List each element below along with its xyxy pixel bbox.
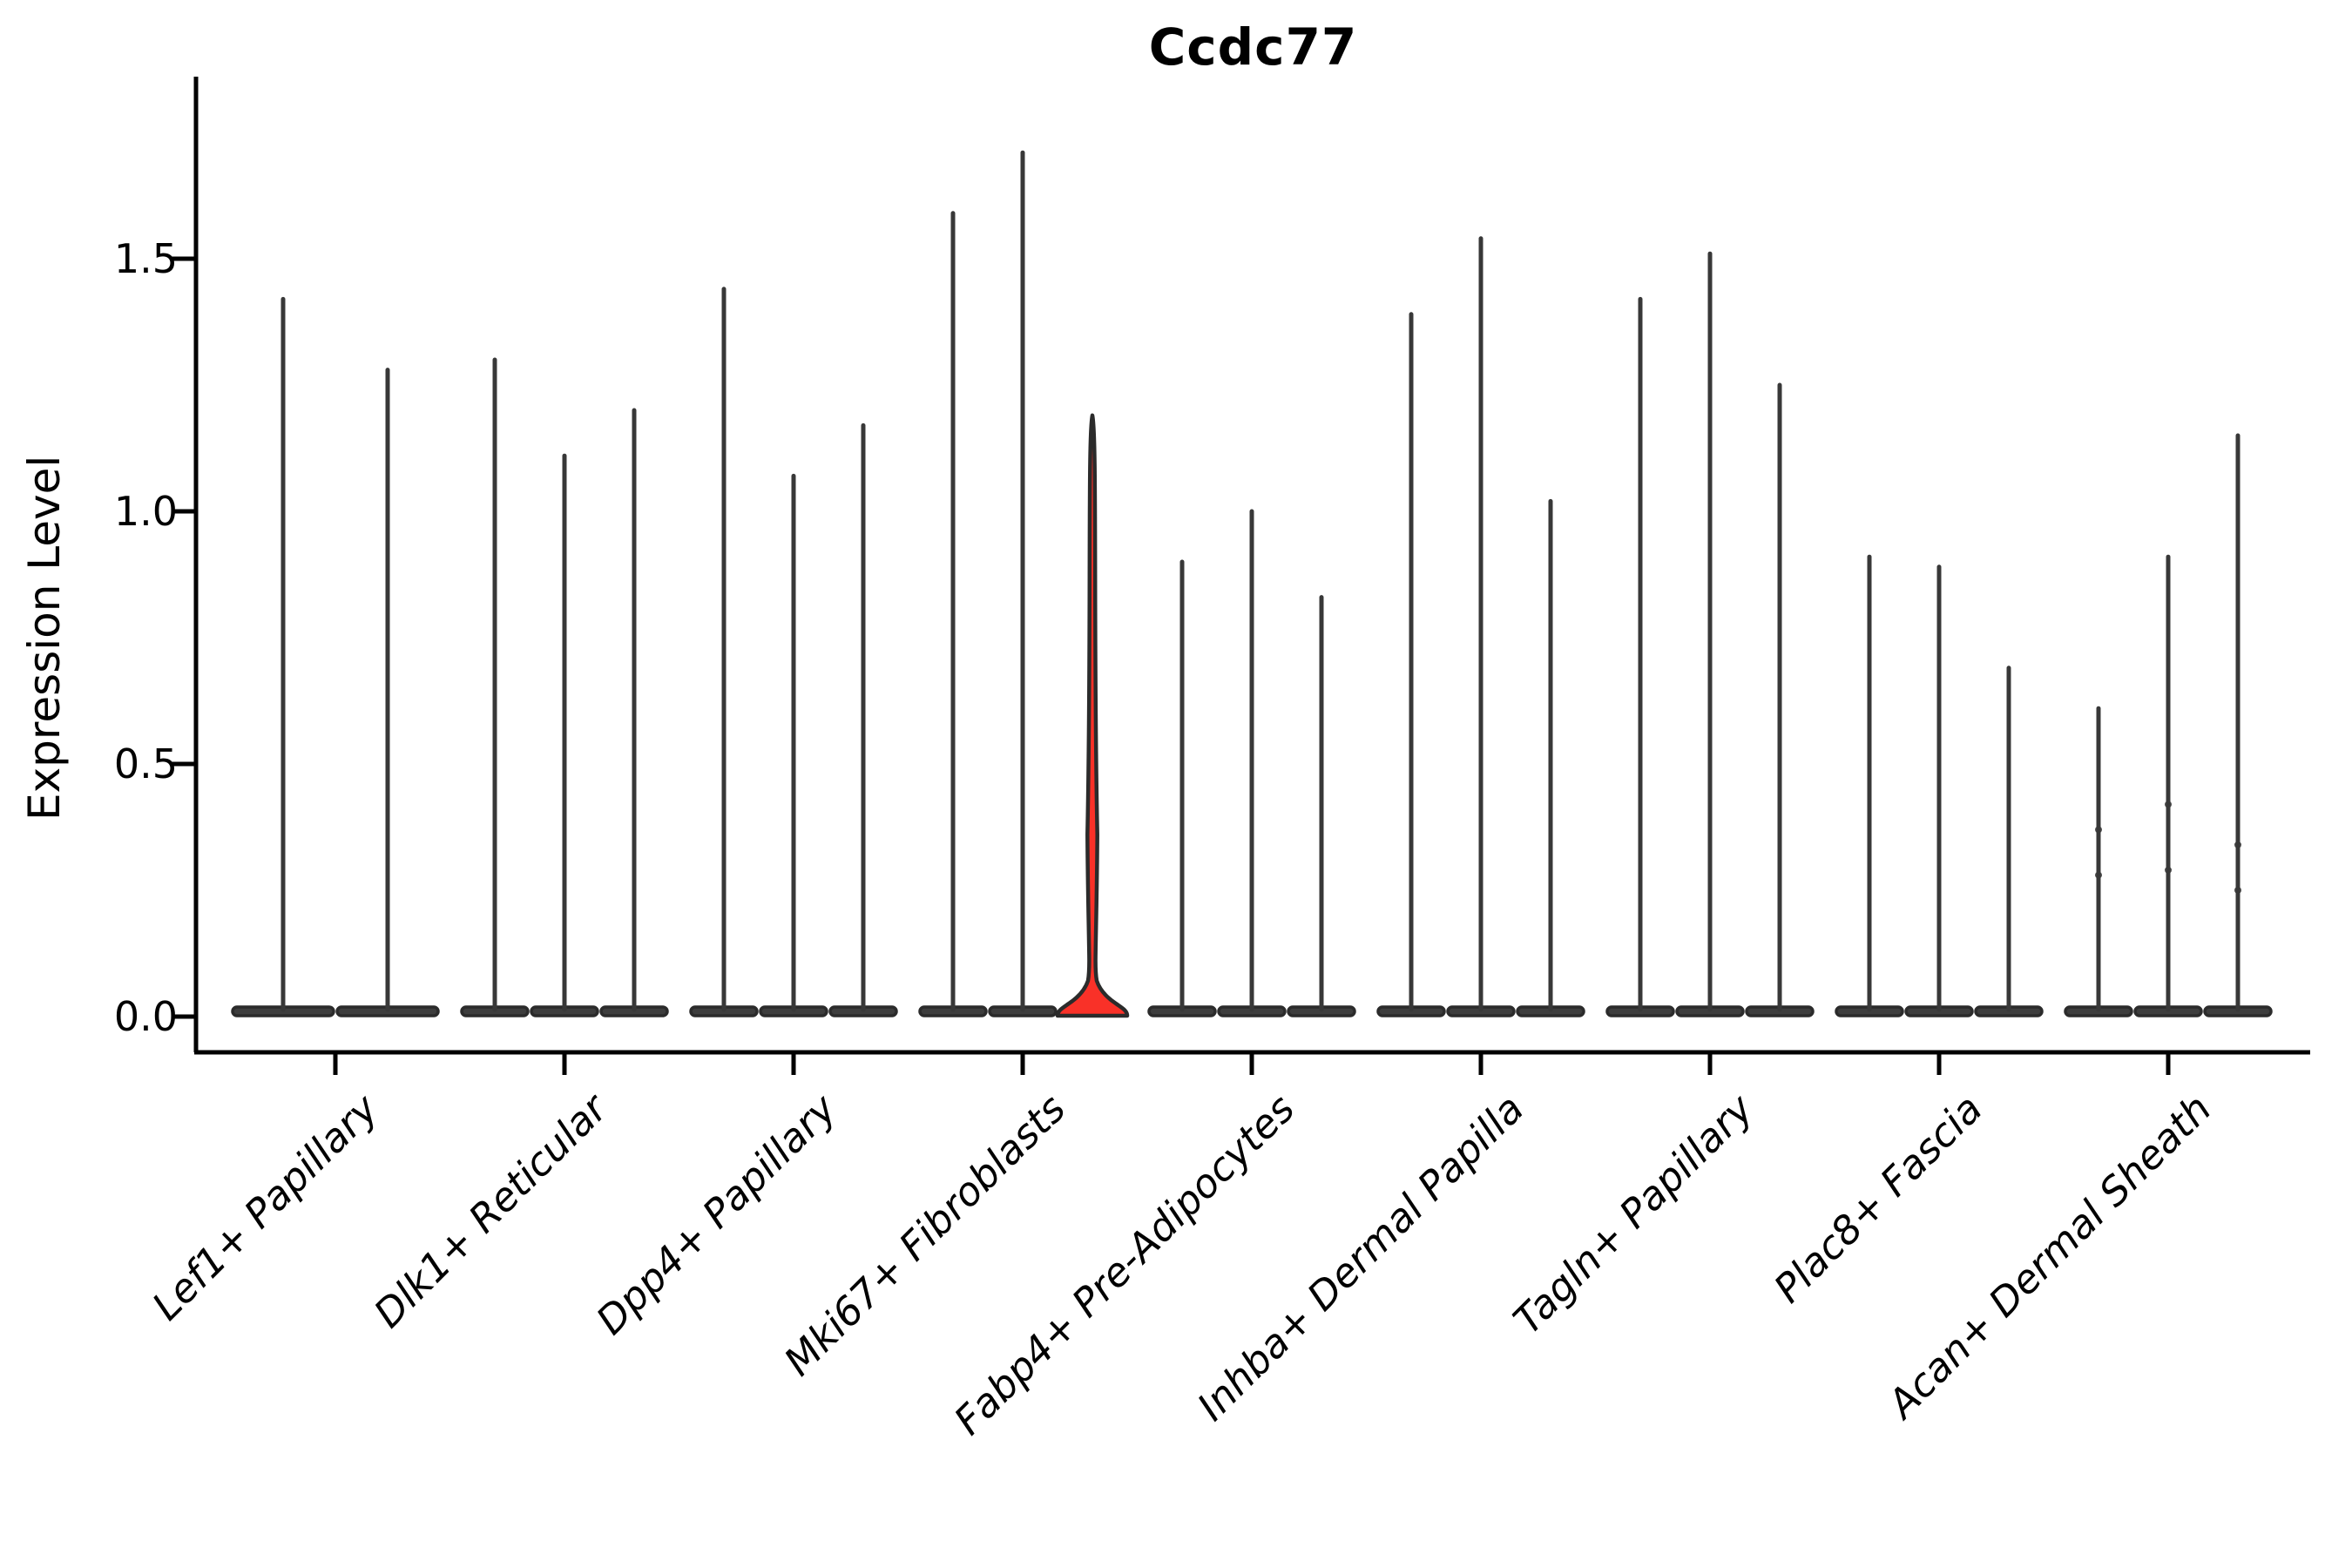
jitter-point (2234, 887, 2241, 894)
chart-title: Ccdc77 (1148, 17, 1358, 77)
jitter-point (2165, 801, 2172, 808)
y-tick-label: 1.5 (113, 235, 178, 282)
y-tick-label: 0.0 (113, 993, 178, 1040)
jitter-point (2165, 866, 2172, 874)
violin-highlighted (1055, 413, 1130, 1018)
jitter-point (2095, 871, 2102, 879)
y-tick-label: 1.0 (113, 488, 178, 535)
y-tick-label: 0.5 (113, 740, 178, 787)
jitter-point (2234, 841, 2241, 848)
jitter-point (2095, 826, 2102, 834)
